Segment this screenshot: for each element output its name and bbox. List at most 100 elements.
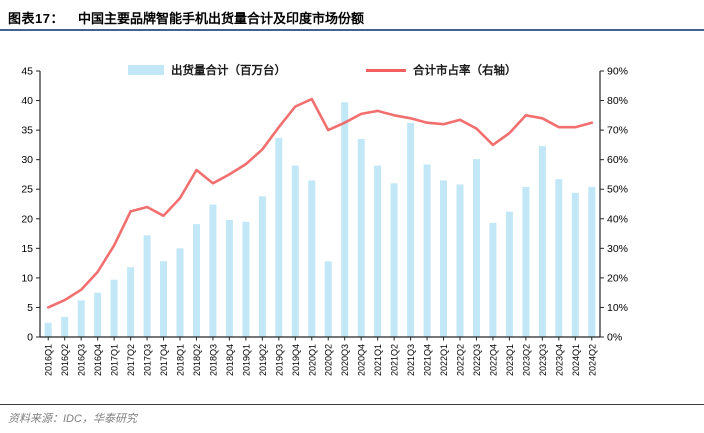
- bar-swatch-icon: [128, 65, 164, 75]
- line-swatch-icon: [366, 68, 406, 72]
- bar: [473, 159, 480, 337]
- shipments-share-chart: 0 5 10 15 20 25 30 35 40 45 0% 10% 20% 30% 40% 50% 60% 70…: [0, 36, 704, 408]
- bar: [127, 267, 135, 337]
- x-tick-label: 2018Q2: [192, 344, 202, 376]
- x-tick-label: 2017Q3: [143, 344, 153, 376]
- bar: [110, 279, 118, 337]
- x-tick-label: 2018Q4: [225, 344, 235, 376]
- x-tick-label: 2021Q2: [390, 344, 400, 376]
- right-tick-label: 80%: [607, 95, 628, 107]
- x-tick-label: 2023Q2: [521, 344, 531, 376]
- left-tick-label: 0: [27, 332, 33, 344]
- title-rule: [0, 29, 704, 31]
- x-tick-label: 2021Q4: [423, 344, 433, 376]
- x-tick-label: 2019Q3: [274, 344, 284, 376]
- x-tick-label: 2017Q2: [126, 344, 136, 376]
- x-tick-label: 2019Q2: [258, 344, 268, 376]
- bar: [505, 211, 513, 337]
- bar: [176, 248, 184, 337]
- right-tick-label: 50%: [607, 184, 628, 196]
- x-tick-label: 2022Q2: [456, 344, 466, 376]
- bar: [555, 179, 563, 337]
- bar: [308, 180, 316, 337]
- bar: [571, 192, 579, 337]
- bar: [275, 137, 283, 337]
- bar: [374, 165, 382, 337]
- source-note: 资料来源：IDC，华泰研究: [8, 413, 137, 425]
- chart-canvas: 0 5 10 15 20 25 30 35 40 45 0% 10% 20% 30% 40% 50% 60% 70…: [21, 66, 628, 377]
- bar: [357, 139, 365, 337]
- bar: [522, 186, 530, 337]
- legend-item-shipments: 出货量合计（百万台）: [128, 62, 286, 78]
- x-tick-label: 2022Q1: [439, 344, 449, 376]
- x-tick-label: 2020Q3: [340, 344, 350, 376]
- figure-header: 图表17： 中国主要品牌智能手机出货量合计及印度市场份额: [8, 8, 696, 27]
- bar: [193, 224, 200, 337]
- bar: [291, 165, 299, 337]
- right-tick-label: 20%: [607, 272, 628, 284]
- bar: [440, 180, 447, 337]
- x-tick-label: 2016Q1: [44, 344, 54, 376]
- bar: [94, 292, 102, 337]
- right-tick-label: 10%: [607, 302, 628, 314]
- x-tick-label: 2020Q2: [324, 344, 334, 376]
- figure-title: 中国主要品牌智能手机出货量合计及印度市场份额: [77, 11, 364, 26]
- x-tick-label: 2018Q3: [208, 344, 218, 376]
- bar: [423, 164, 431, 337]
- legend-label-shipments: 出货量合计（百万台）: [171, 65, 286, 77]
- x-tick-label: 2021Q1: [373, 344, 383, 376]
- bar: [225, 220, 233, 337]
- bar: [407, 123, 415, 337]
- x-tick-label: 2023Q3: [538, 344, 548, 376]
- left-tick-label: 35: [21, 125, 33, 137]
- x-tick-label: 2019Q1: [241, 344, 251, 376]
- x-tick-label: 2016Q3: [77, 344, 87, 376]
- left-tick-label: 10: [21, 272, 33, 284]
- legend-item-share: 合计市占率（右轴）: [366, 62, 517, 78]
- right-tick-label: 70%: [607, 125, 628, 137]
- legend-label-share: 合计市占率（右轴）: [413, 65, 517, 77]
- bar: [390, 183, 398, 337]
- share-line: [46, 97, 594, 309]
- x-tick-label: 2022Q4: [488, 344, 498, 376]
- x-tick-label: 2016Q2: [60, 344, 70, 376]
- bar: [242, 221, 250, 337]
- bar: [258, 196, 266, 337]
- left-tick-label: 30: [21, 154, 33, 166]
- bar: [538, 146, 546, 337]
- bar: [160, 261, 167, 337]
- x-tick-label: 2023Q4: [554, 344, 564, 376]
- x-tick-label: 2023Q1: [505, 344, 515, 376]
- bar: [61, 316, 69, 337]
- x-tick-label: 2024Q2: [587, 344, 597, 376]
- figure-number: 图表17：: [8, 11, 64, 26]
- bar: [341, 102, 349, 337]
- bar: [77, 300, 85, 337]
- x-tick-label: 2024Q1: [571, 344, 581, 376]
- x-tick-label: 2018Q1: [176, 344, 186, 376]
- x-tick-label: 2016Q4: [93, 344, 103, 376]
- bar: [44, 322, 52, 337]
- x-tick-label: 2017Q1: [110, 344, 120, 376]
- left-tick-label: 25: [21, 184, 33, 196]
- left-tick-label: 45: [21, 66, 33, 78]
- bar: [588, 186, 596, 337]
- left-tick-label: 20: [21, 213, 33, 225]
- right-tick-label: 90%: [607, 66, 628, 78]
- bar: [143, 235, 151, 337]
- bar: [489, 222, 497, 337]
- left-tick-label: 40: [21, 95, 33, 107]
- left-tick-label: 5: [27, 302, 33, 314]
- bar: [209, 204, 217, 337]
- right-tick-label: 40%: [607, 213, 628, 225]
- bar: [456, 184, 464, 337]
- right-tick-label: 0%: [607, 332, 622, 344]
- x-tick-label: 2021Q3: [406, 344, 416, 376]
- x-tick-label: 2020Q1: [307, 344, 317, 376]
- x-tick-label: 2022Q3: [472, 344, 482, 376]
- footer-rule: [0, 404, 704, 405]
- x-tick-label: 2019Q4: [291, 344, 301, 376]
- x-tick-label: 2020Q4: [357, 344, 367, 376]
- bar: [324, 261, 332, 337]
